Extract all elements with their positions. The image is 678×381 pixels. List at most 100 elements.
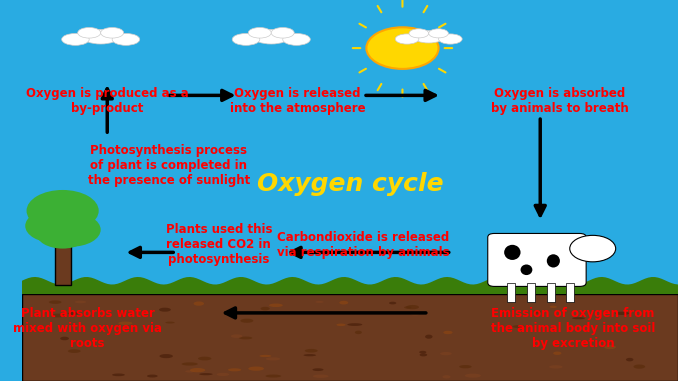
Circle shape	[570, 235, 616, 262]
Ellipse shape	[411, 313, 419, 315]
Ellipse shape	[413, 30, 445, 43]
Ellipse shape	[78, 27, 100, 38]
Ellipse shape	[266, 375, 281, 378]
Ellipse shape	[260, 355, 271, 357]
Ellipse shape	[347, 323, 362, 326]
Ellipse shape	[550, 306, 557, 308]
Text: Carbondioxide is released
via respiration by animals: Carbondioxide is released via respiratio…	[277, 231, 450, 259]
Ellipse shape	[459, 365, 472, 368]
Ellipse shape	[443, 375, 451, 378]
Ellipse shape	[231, 335, 243, 338]
FancyBboxPatch shape	[546, 283, 555, 301]
Ellipse shape	[546, 254, 560, 267]
Ellipse shape	[52, 314, 65, 317]
Ellipse shape	[49, 300, 62, 304]
Circle shape	[366, 27, 439, 69]
Ellipse shape	[304, 354, 316, 356]
Circle shape	[26, 190, 99, 232]
Ellipse shape	[75, 301, 86, 303]
Ellipse shape	[604, 345, 616, 349]
Text: Oxygen is produced as a
by-product: Oxygen is produced as a by-product	[26, 87, 188, 115]
Ellipse shape	[419, 351, 426, 354]
Text: Plant absorbs water
mixed with oxygen via
roots: Plant absorbs water mixed with oxygen vi…	[13, 307, 162, 349]
Ellipse shape	[165, 322, 175, 323]
Ellipse shape	[112, 373, 125, 376]
Ellipse shape	[82, 29, 119, 44]
FancyBboxPatch shape	[527, 283, 535, 301]
Ellipse shape	[266, 357, 280, 360]
Ellipse shape	[339, 301, 348, 304]
Ellipse shape	[315, 301, 323, 303]
Ellipse shape	[633, 365, 645, 369]
Ellipse shape	[100, 27, 123, 38]
Ellipse shape	[440, 352, 452, 355]
Ellipse shape	[404, 306, 412, 309]
FancyBboxPatch shape	[22, 294, 678, 381]
Ellipse shape	[553, 352, 561, 355]
Text: Plants used this
released CO2 in
photosynthesis: Plants used this released CO2 in photosy…	[165, 223, 272, 266]
Ellipse shape	[190, 368, 205, 372]
Ellipse shape	[112, 34, 140, 45]
Ellipse shape	[443, 331, 453, 334]
Ellipse shape	[572, 317, 585, 319]
Ellipse shape	[409, 29, 428, 38]
Text: Oxygen is absorbed
by animals to breath: Oxygen is absorbed by animals to breath	[491, 87, 629, 115]
Ellipse shape	[239, 336, 252, 339]
Ellipse shape	[119, 322, 132, 325]
Polygon shape	[22, 277, 678, 294]
Ellipse shape	[68, 349, 81, 353]
Ellipse shape	[159, 308, 171, 312]
Text: Oxygen is released
into the atmosphere: Oxygen is released into the atmosphere	[230, 87, 365, 115]
Ellipse shape	[269, 304, 283, 307]
Ellipse shape	[616, 312, 629, 315]
FancyBboxPatch shape	[507, 283, 515, 301]
Ellipse shape	[439, 34, 462, 44]
Text: Emission of oxygen from
the animal body into soil
by excretion: Emission of oxygen from the animal body …	[491, 307, 655, 349]
Ellipse shape	[185, 370, 195, 373]
Ellipse shape	[465, 374, 481, 378]
Text: Oxygen cycle: Oxygen cycle	[257, 172, 443, 196]
Ellipse shape	[233, 34, 260, 45]
Ellipse shape	[253, 29, 290, 44]
Ellipse shape	[305, 349, 318, 352]
Ellipse shape	[228, 368, 241, 371]
Ellipse shape	[241, 319, 254, 323]
Text: Photosynthesis process
of plant is completed in
the presence of sunlight: Photosynthesis process of plant is compl…	[87, 144, 250, 187]
Ellipse shape	[182, 362, 198, 366]
Ellipse shape	[260, 307, 270, 311]
Ellipse shape	[159, 354, 173, 358]
Ellipse shape	[521, 264, 532, 275]
Ellipse shape	[68, 312, 79, 315]
Circle shape	[41, 213, 100, 247]
Ellipse shape	[389, 302, 397, 304]
FancyBboxPatch shape	[55, 228, 71, 285]
Circle shape	[37, 218, 89, 248]
Ellipse shape	[217, 373, 229, 376]
Ellipse shape	[406, 305, 419, 309]
Ellipse shape	[395, 34, 419, 44]
Ellipse shape	[420, 353, 427, 356]
Ellipse shape	[336, 323, 346, 326]
FancyBboxPatch shape	[567, 283, 574, 301]
Ellipse shape	[62, 34, 89, 45]
Ellipse shape	[60, 337, 69, 340]
Ellipse shape	[513, 325, 525, 328]
Ellipse shape	[504, 245, 521, 260]
Ellipse shape	[248, 27, 271, 38]
Ellipse shape	[626, 358, 633, 361]
Ellipse shape	[198, 357, 212, 360]
Ellipse shape	[194, 301, 204, 306]
Ellipse shape	[271, 27, 294, 38]
Circle shape	[25, 209, 84, 243]
Ellipse shape	[313, 375, 329, 378]
Ellipse shape	[549, 365, 563, 368]
Ellipse shape	[313, 368, 323, 371]
Ellipse shape	[147, 375, 158, 378]
Ellipse shape	[283, 34, 311, 45]
Ellipse shape	[355, 331, 362, 334]
Ellipse shape	[425, 335, 433, 339]
Ellipse shape	[248, 367, 264, 371]
Ellipse shape	[534, 311, 541, 314]
Ellipse shape	[428, 29, 448, 38]
Ellipse shape	[199, 373, 213, 375]
